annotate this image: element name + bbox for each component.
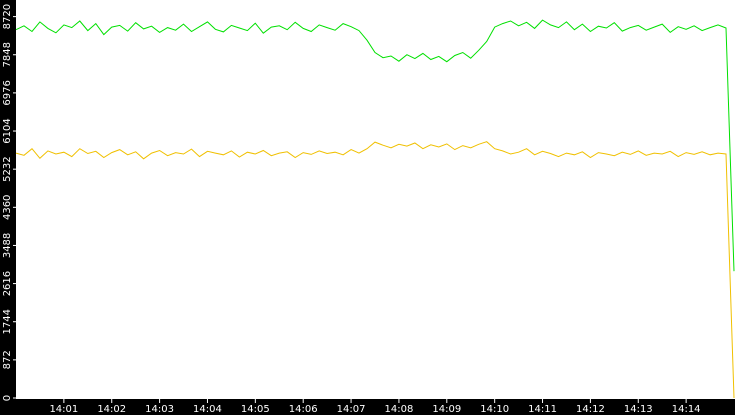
x-tick-label: 14:13	[624, 404, 653, 415]
x-tick-label: 14:03	[145, 404, 174, 415]
x-tick-label: 14:05	[241, 404, 270, 415]
y-tick-label: 7848	[2, 42, 13, 67]
series-line	[15, 19, 735, 272]
x-tick-label: 14:02	[97, 404, 126, 415]
y-tick-label: 5232	[2, 156, 13, 181]
y-tick-label: 0	[2, 395, 13, 401]
x-tick-label: 14:09	[432, 404, 461, 415]
y-tick-label: 872	[2, 350, 13, 369]
x-tick-label: 14:06	[289, 404, 318, 415]
x-tick-label: 14:08	[385, 404, 414, 415]
y-tick-label: 3488	[2, 233, 13, 258]
x-tick-label: 14:14	[672, 404, 701, 415]
y-tick-label: 1744	[2, 309, 13, 334]
x-tick-label: 14:10	[480, 404, 509, 415]
x-tick-label: 14:01	[49, 404, 78, 415]
y-tick-label: 8720	[2, 4, 13, 29]
y-tick-label: 6104	[2, 118, 13, 143]
y-axis-band	[0, 0, 16, 415]
x-tick-label: 14:04	[193, 404, 222, 415]
x-tick-label: 14:12	[576, 404, 605, 415]
y-tick-label: 6976	[2, 80, 13, 105]
y-tick-label: 4360	[2, 195, 13, 220]
x-axis-band	[0, 399, 735, 415]
x-tick-label: 14:07	[337, 404, 366, 415]
x-tick-label: 14:11	[528, 404, 557, 415]
series-line	[15, 141, 735, 399]
y-tick-label: 2616	[2, 271, 13, 296]
